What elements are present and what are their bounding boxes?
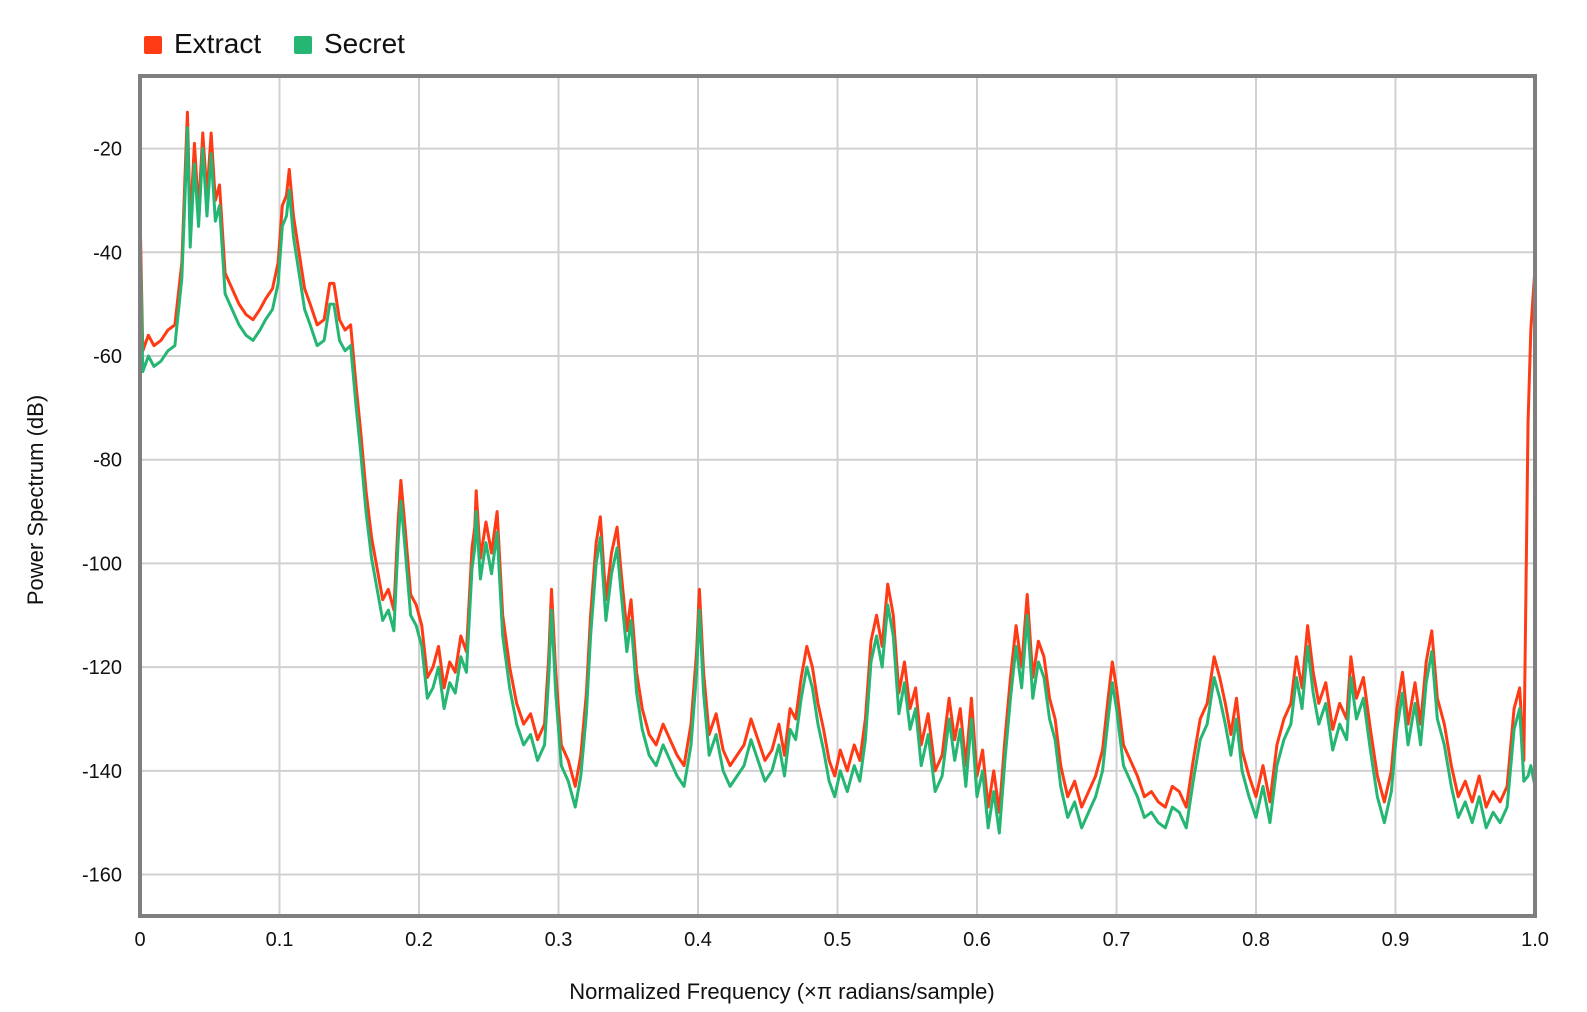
y-tick-label: -160 <box>82 865 122 887</box>
series-line-secret <box>138 126 1537 835</box>
y-tick-label: -120 <box>82 657 122 679</box>
series-layer <box>138 110 1537 835</box>
legend-swatch-extract <box>144 36 162 54</box>
legend-label-extract: Extract <box>174 28 261 59</box>
legend: Extract Secret <box>144 28 405 59</box>
plot-frame <box>138 74 1537 918</box>
x-tick-label: 0.8 <box>1242 929 1270 951</box>
y-tick-label: -60 <box>93 346 122 368</box>
x-tick-label: 0.1 <box>266 929 294 951</box>
y-tick-label: -40 <box>93 242 122 264</box>
x-tick-label: 0.2 <box>405 929 433 951</box>
x-tick-label: 0.5 <box>824 929 852 951</box>
x-tick-label: 0.4 <box>684 929 712 951</box>
legend-label-secret: Secret <box>324 28 405 59</box>
x-tick-label: 0.3 <box>545 929 573 951</box>
y-axis-ticks: -20 -40 -60 -80 -100 -120 -140 -160 <box>82 139 122 887</box>
y-axis-label: Power Spectrum (dB) <box>23 395 48 605</box>
x-tick-label: 1.0 <box>1521 929 1549 951</box>
x-axis-label: Normalized Frequency (×π radians/sample) <box>569 979 994 1004</box>
x-tick-label: 0 <box>134 929 145 951</box>
x-tick-label: 0.6 <box>963 929 991 951</box>
legend-swatch-secret <box>294 36 312 54</box>
y-tick-label: -100 <box>82 553 122 575</box>
y-tick-label: -140 <box>82 761 122 783</box>
series-line-extract <box>138 110 1537 814</box>
x-tick-label: 0.9 <box>1382 929 1410 951</box>
y-tick-label: -80 <box>93 450 122 472</box>
x-axis-ticks: 0 0.1 0.2 0.3 0.4 0.5 0.6 0.7 0.8 0.9 1.0 <box>134 929 1548 951</box>
x-tick-label: 0.7 <box>1103 929 1131 951</box>
y-tick-label: -20 <box>93 139 122 161</box>
